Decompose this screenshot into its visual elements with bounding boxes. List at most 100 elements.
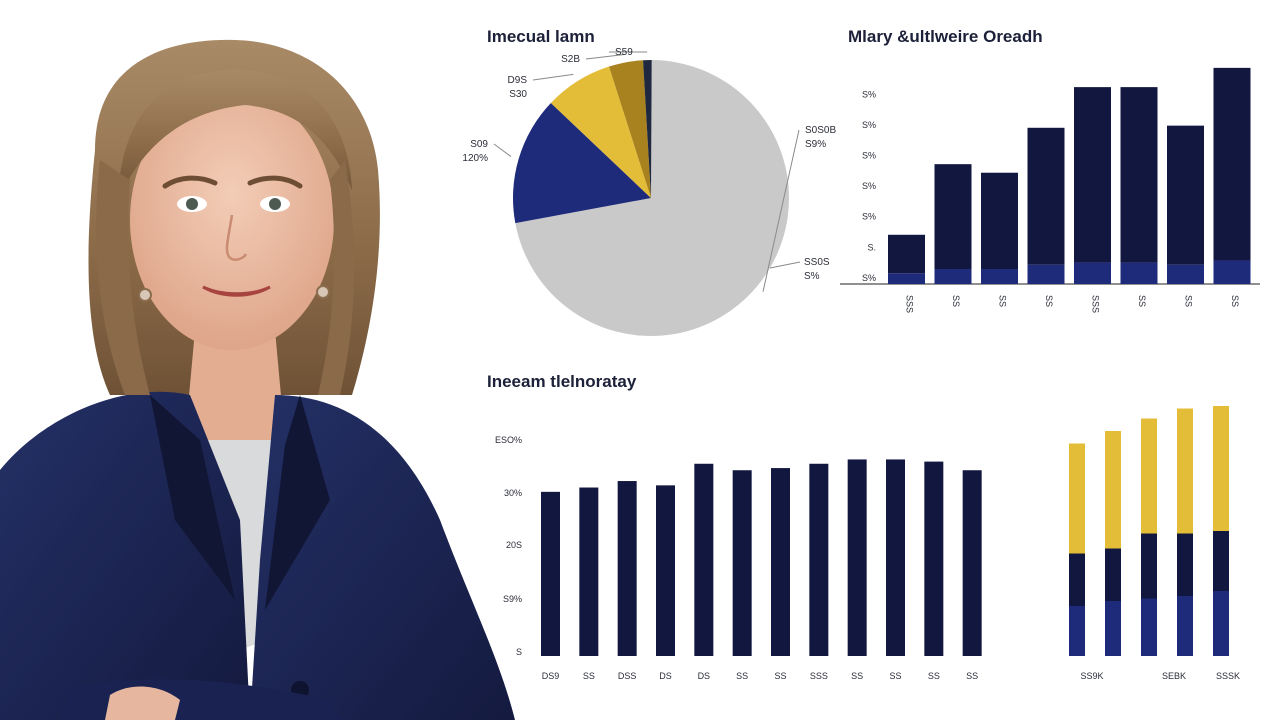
x-tick-label: DS9: [542, 671, 560, 681]
stacked-bar-segment: [1069, 553, 1085, 606]
hair-side-right: [318, 160, 355, 395]
pie-slice-label: S0S0B: [805, 125, 836, 136]
bar-segment: [1074, 262, 1111, 284]
bar: [732, 470, 752, 656]
stacked-bar-segment: [1105, 548, 1121, 601]
y-tick-label: S%: [862, 181, 876, 191]
x-tick-label: SEBK: [1162, 671, 1186, 681]
y-tick-label: S%: [862, 151, 876, 161]
pie-slice-sublabel: 120%: [462, 153, 488, 164]
stacked-bar-segment: [1105, 431, 1121, 549]
pie-slice-label: D9S: [508, 75, 528, 86]
x-tick-label: SS: [1137, 295, 1147, 307]
bar: [1167, 125, 1204, 265]
lapel-left: [150, 395, 235, 600]
stacked-bar-segment: [1213, 406, 1229, 531]
pie-slice-label: S09: [470, 139, 488, 150]
x-tick-label: SS: [998, 295, 1008, 307]
pie-slice-label: S2B: [561, 54, 580, 65]
bar-segment: [1120, 262, 1158, 284]
stacked-bar-segment: [1069, 606, 1085, 656]
x-tick-label: DSS: [618, 671, 637, 681]
earring-right: [316, 285, 330, 299]
top-bar-chart-title: Mlary &ultlweire Oreadh: [848, 27, 1043, 46]
x-tick-label: DS: [698, 671, 711, 681]
bar: [924, 461, 944, 656]
x-tick-label: SS: [583, 671, 595, 681]
bottom-bar-chart-title: Ineeam tlelnoratay: [487, 372, 637, 391]
y-tick-label: 20S: [506, 540, 522, 550]
x-tick-label: SS: [851, 671, 863, 681]
pie-slice: [550, 66, 651, 198]
stacked-bar-segment: [1141, 418, 1157, 534]
x-tick-label: SSS: [1091, 295, 1101, 313]
x-tick-label: SS: [774, 671, 786, 681]
y-tick-label: S%: [862, 273, 876, 283]
brow-left: [162, 175, 218, 189]
bar: [962, 470, 982, 656]
bar-segment: [1027, 264, 1065, 284]
pie-slice: [609, 60, 651, 198]
x-tick-label: SS: [1230, 295, 1240, 307]
x-tick-label: SSSK: [1216, 671, 1240, 681]
neck: [185, 330, 285, 440]
bar: [1120, 87, 1158, 263]
top-bar-chart: S%S.S%S%S%S%S%SSS SS SS SS SSS SS SS SS: [840, 67, 1260, 313]
bar-segment: [934, 269, 972, 284]
x-tick-label: SS: [1184, 295, 1194, 307]
hair-front: [118, 70, 352, 200]
pie-chart-title: Imecual lamn: [487, 27, 595, 46]
stacked-bar-segment: [1069, 443, 1085, 554]
stacked-bar-segment: [1177, 533, 1193, 596]
stacked-bar-segment: [1105, 601, 1121, 656]
stacked-bar-segment: [1141, 533, 1157, 599]
stacked-bar-segment: [1213, 591, 1229, 656]
x-tick-label: SS: [736, 671, 748, 681]
earring-left: [138, 288, 152, 302]
bar: [888, 234, 925, 274]
stacked-bar-segment: [1177, 596, 1193, 656]
bar-segment: [888, 273, 925, 284]
x-tick-label: SSS: [905, 295, 915, 313]
pie-slice: [515, 60, 790, 337]
bar: [886, 459, 905, 656]
brow-right: [247, 175, 303, 189]
y-tick-label: S: [516, 647, 522, 657]
pie-extra-label: SS0S: [804, 257, 830, 268]
y-tick-label: S%: [862, 89, 876, 99]
pie-slice-sublabel: S30: [509, 89, 527, 100]
nose: [225, 214, 248, 261]
y-tick-label: S9%: [503, 594, 522, 604]
y-tick-label: S.: [867, 242, 876, 252]
bar: [656, 485, 675, 656]
bar: [1074, 87, 1111, 263]
lapel-right: [265, 395, 330, 610]
bar: [1027, 127, 1065, 265]
bar-segment: [1167, 264, 1204, 284]
stacked-bar-segment: [1177, 408, 1193, 534]
bar: [847, 459, 867, 656]
bar-segment: [1213, 260, 1251, 284]
bar: [771, 468, 790, 656]
pie-leader-line: [493, 143, 512, 157]
bar: [541, 491, 560, 656]
pie-slice: [513, 103, 651, 224]
bar: [617, 481, 637, 656]
pie-slice-sublabel: S9%: [805, 139, 826, 150]
pie-slice-label: S59: [615, 47, 633, 58]
bar: [934, 164, 972, 270]
pie-leader-line: [532, 73, 574, 81]
x-tick-label: SS: [966, 671, 978, 681]
y-tick-label: ESO%: [495, 435, 522, 445]
x-tick-label: SS: [928, 671, 940, 681]
hair-side-left: [96, 160, 150, 395]
x-tick-label: SS: [951, 295, 961, 307]
pie-extra-sublabel: S%: [804, 271, 820, 282]
stacked-bar-segment: [1141, 598, 1157, 656]
pie-leader-line: [585, 53, 625, 60]
x-tick-label: DS: [659, 671, 672, 681]
y-tick-label: 30%: [504, 488, 522, 498]
bar: [981, 172, 1018, 270]
bar: [694, 463, 714, 656]
